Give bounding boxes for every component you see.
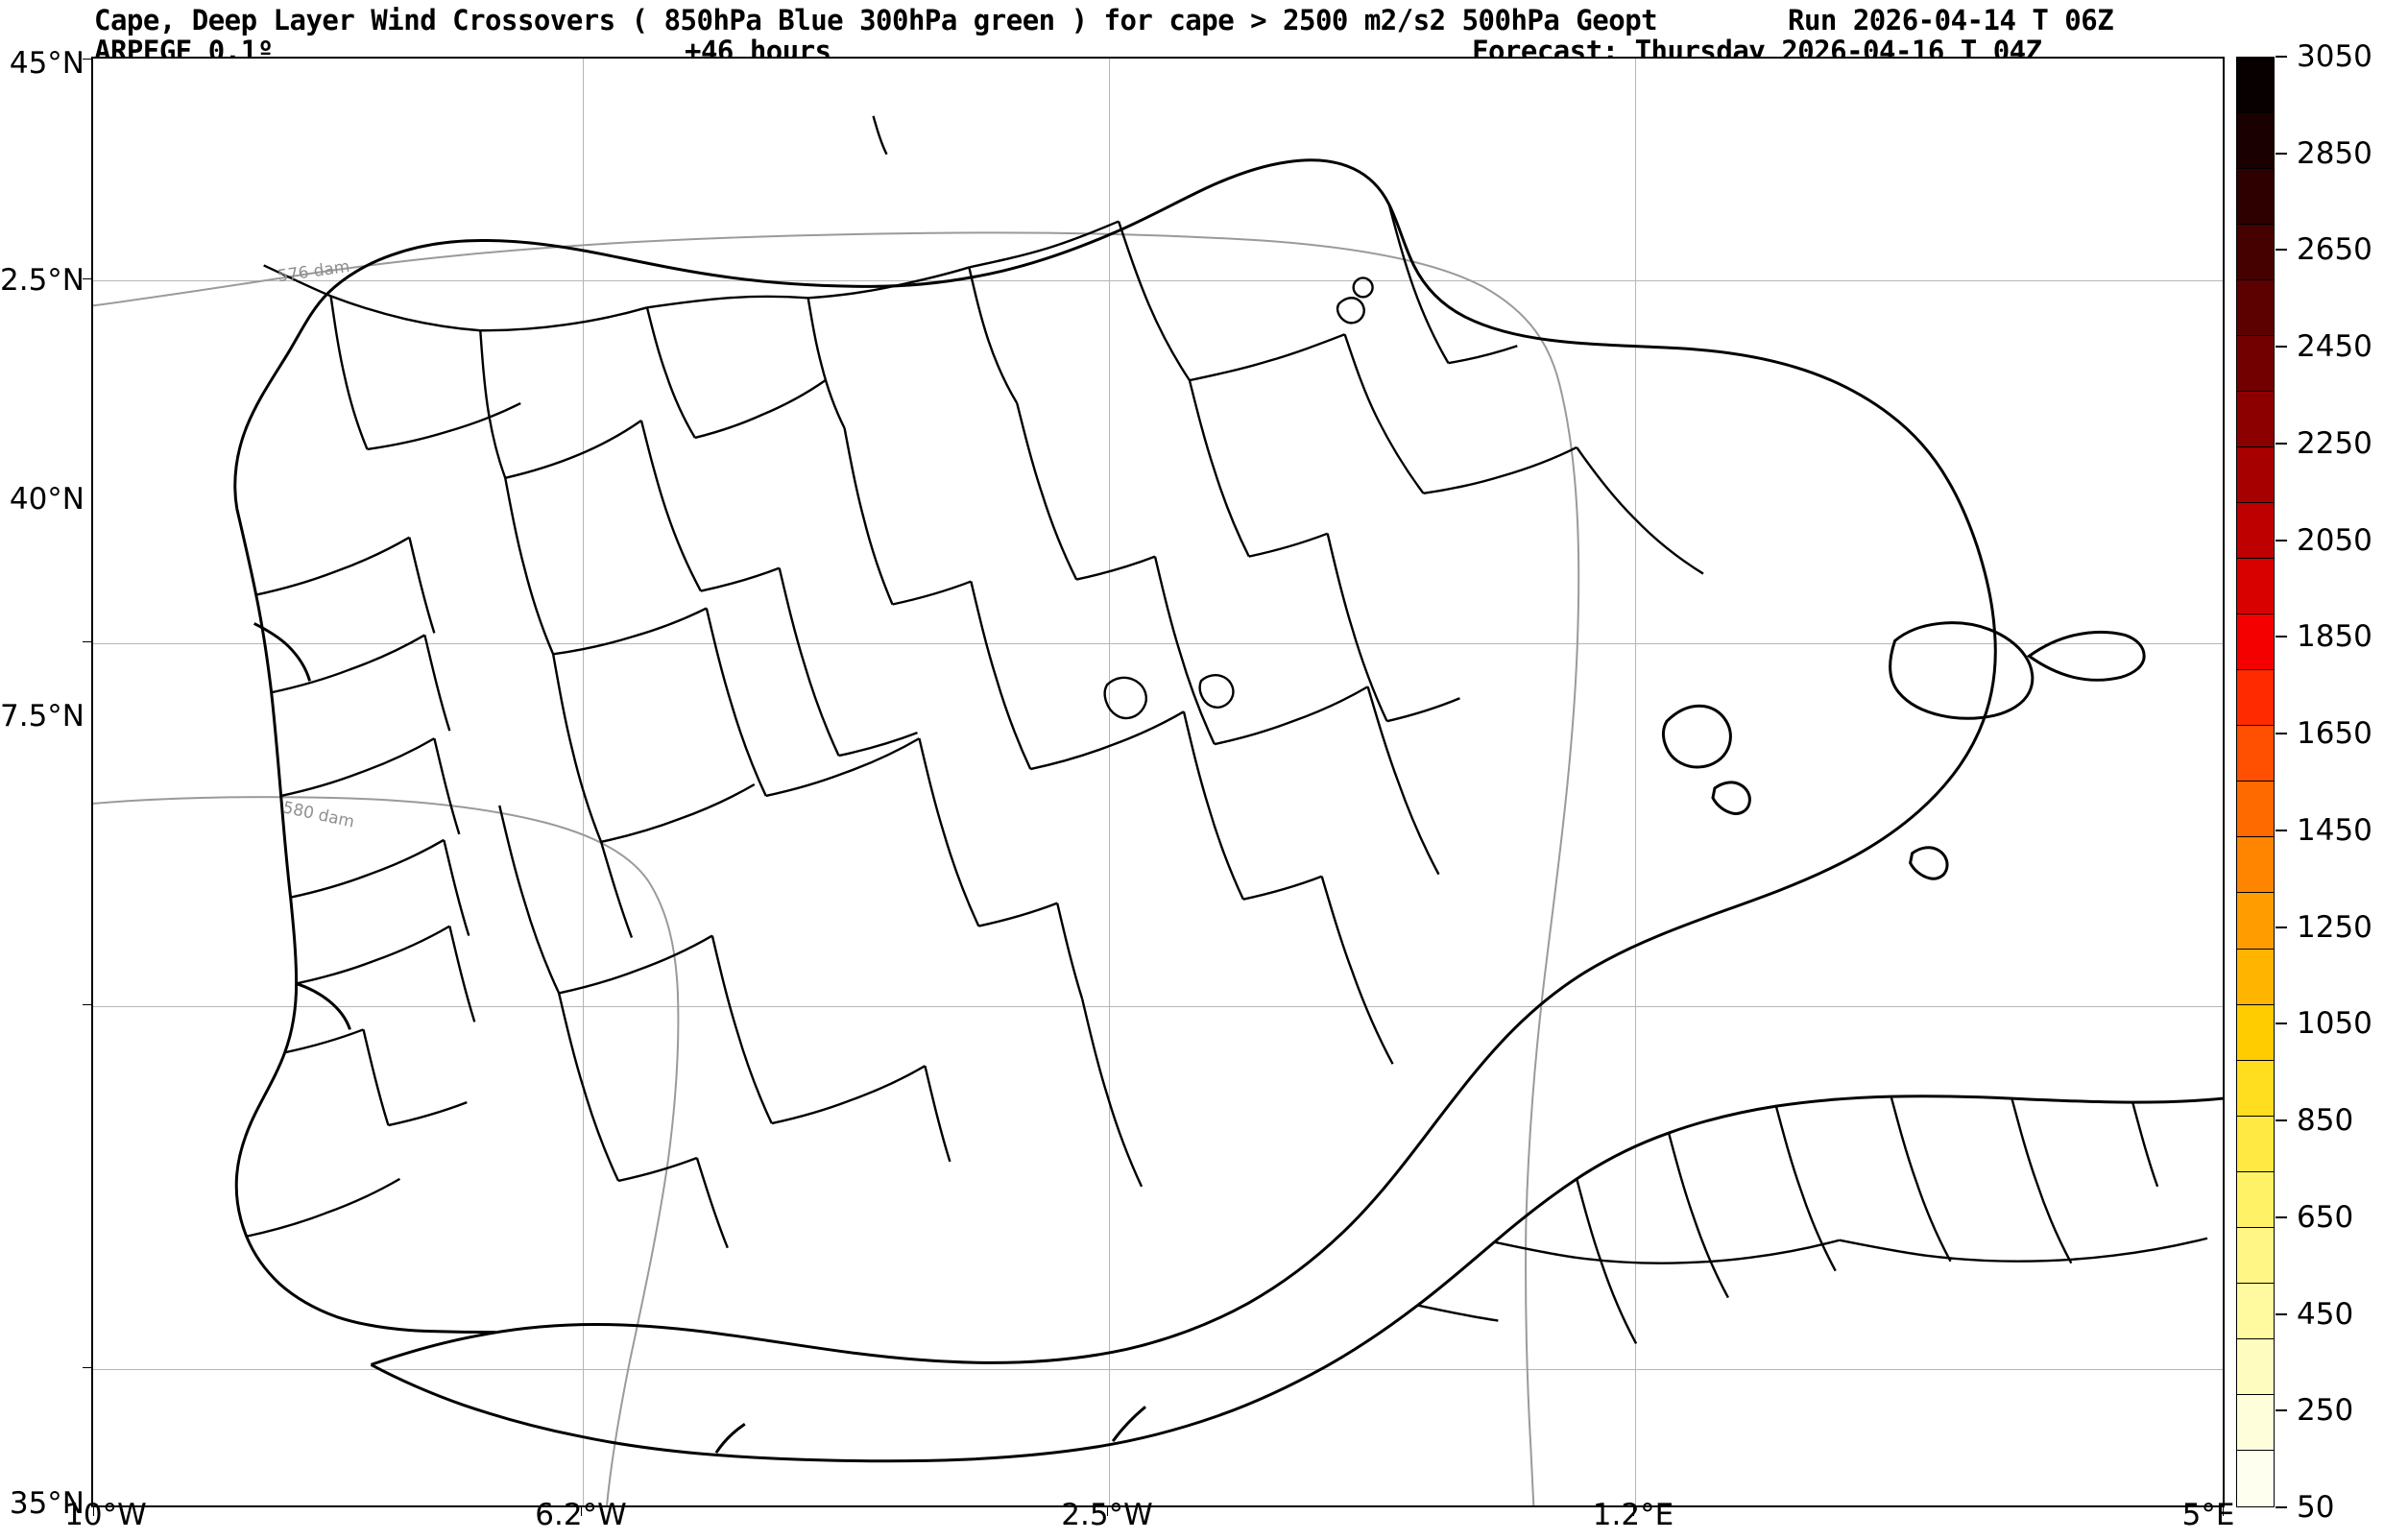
gridline-latitude	[93, 643, 2223, 644]
map-plot-area[interactable]: 576 dam 580 dam	[91, 57, 2225, 1507]
colorbar-tick-label: 250	[2297, 1393, 2354, 1429]
figure-title: Cape, Deep Layer Wind Crossovers ( 850hP…	[94, 4, 1658, 36]
xtick-label-3: 1.2°E	[1592, 1498, 1674, 1532]
colorbar-tick-label: 2650	[2297, 232, 2372, 268]
colorbar-cell	[2237, 1338, 2274, 1395]
colorbar-tick-label: 2250	[2297, 425, 2372, 461]
colorbar-tick-mark	[2276, 1312, 2287, 1315]
portugal-coastline	[234, 508, 496, 1334]
xtick-mark	[2223, 1507, 2224, 1516]
xtick-label-1: 6.2°W	[535, 1498, 627, 1532]
colorbar-tick-mark	[2276, 539, 2287, 541]
colorbar-tick-mark	[2276, 442, 2287, 445]
coastline	[233, 158, 1997, 1366]
ytick-label-0: 45°N	[9, 46, 84, 81]
xtick-mark	[93, 1507, 94, 1516]
colorbar-cell	[2237, 225, 2274, 281]
colorbar-tick-label: 2050	[2297, 522, 2372, 558]
colorbar-cell	[2237, 503, 2274, 560]
gridline-latitude	[93, 1369, 2223, 1370]
colorbar-tick-label: 450	[2297, 1296, 2354, 1332]
ytick-mark	[83, 641, 91, 642]
gridline-latitude	[93, 1006, 2223, 1007]
colorbar-cell	[2237, 559, 2274, 615]
colorbar-cell	[2237, 113, 2274, 170]
xtick-mark	[1633, 1507, 1634, 1516]
colorbar-tick-label: 1650	[2297, 716, 2372, 752]
north-africa-coastline	[370, 1095, 2223, 1463]
colorbar-cell	[2237, 1004, 2274, 1061]
colorbar-tick-mark	[2276, 636, 2287, 638]
xtick-mark	[1107, 1507, 1108, 1516]
colorbar-cell	[2237, 782, 2274, 838]
ytick-label-2: 40°N	[9, 482, 84, 517]
colorbar[interactable]	[2236, 57, 2275, 1507]
colorbar-cell	[2237, 949, 2274, 1005]
ytick-label-3: 37.5°N	[0, 699, 84, 734]
colorbar-tick-mark	[2276, 829, 2287, 831]
colorbar-cell	[2237, 893, 2274, 950]
colorbar-tick-label: 50	[2297, 1490, 2335, 1525]
xtick-label-4: 5°E	[2181, 1498, 2235, 1532]
colorbar-cell	[2237, 1227, 2274, 1284]
minor-islands	[872, 115, 1374, 720]
xtick-mark	[581, 1507, 582, 1516]
model-run-label: Run 2026-04-14 T 06Z	[1788, 4, 2114, 36]
colorbar-cell	[2237, 670, 2274, 727]
colorbar-tick-label: 1250	[2297, 909, 2372, 945]
colorbar-tick-mark	[2276, 249, 2287, 252]
colorbar-cell	[2237, 392, 2274, 448]
colorbar-tick-mark	[2276, 926, 2287, 928]
administrative-boundaries	[246, 204, 1704, 1249]
gridline-latitude	[93, 280, 2223, 281]
xtick-label-0: 10°W	[64, 1498, 147, 1532]
colorbar-tick-mark	[2276, 1409, 2287, 1412]
colorbar-cell	[2237, 1116, 2274, 1172]
colorbar-tick-mark	[2276, 152, 2287, 155]
colorbar-cell	[2237, 614, 2274, 671]
colorbar-tick-mark	[2276, 346, 2287, 349]
colorbar-cell	[2237, 1450, 2274, 1506]
colorbar-tick-label: 1850	[2297, 619, 2372, 655]
gridline-longitude	[1109, 59, 1110, 1505]
colorbar-cell	[2237, 1283, 2274, 1339]
colorbar-tick-mark	[2276, 1119, 2287, 1122]
colorbar-cell	[2237, 336, 2274, 393]
colorbar-cell	[2237, 1171, 2274, 1228]
ytick-mark	[83, 278, 91, 279]
colorbar-cell	[2237, 447, 2274, 504]
colorbar-cell	[2237, 58, 2274, 114]
colorbar-tick-label: 1450	[2297, 812, 2372, 848]
balearic-islands	[1661, 621, 2146, 880]
colorbar-tick-mark	[2276, 733, 2287, 735]
ytick-mark	[83, 1004, 91, 1005]
colorbar-cell	[2237, 1060, 2274, 1117]
colorbar-tick-mark	[2276, 1023, 2287, 1025]
colorbar-tick-label: 1050	[2297, 1006, 2372, 1042]
colorbar-tick-label: 850	[2297, 1103, 2354, 1139]
colorbar-cell	[2237, 726, 2274, 782]
geopotential-contours	[93, 231, 1580, 1505]
colorbar-tick-mark	[2276, 1215, 2287, 1218]
gridline-longitude	[583, 59, 584, 1505]
north-africa-boundaries	[1417, 1095, 2208, 1345]
xtick-label-2: 2.5°W	[1061, 1498, 1153, 1532]
gridline-longitude	[1635, 59, 1636, 1505]
colorbar-tick-label: 3050	[2297, 39, 2372, 74]
colorbar-cell	[2237, 280, 2274, 337]
colorbar-tick-label: 650	[2297, 1199, 2354, 1235]
colorbar-cell	[2237, 169, 2274, 226]
colorbar-cell	[2237, 1394, 2274, 1451]
ytick-mark	[83, 59, 91, 60]
ytick-label-1: 42.5°N	[0, 263, 84, 298]
colorbar-tick-label: 2850	[2297, 135, 2372, 171]
ytick-mark	[83, 1367, 91, 1368]
ytick-label-4: 35°N	[9, 1486, 84, 1521]
colorbar-tick-mark	[2276, 1506, 2287, 1508]
map-geometry	[93, 115, 2223, 1505]
colorbar-cell	[2237, 837, 2274, 894]
colorbar-tick-label: 2450	[2297, 329, 2372, 365]
colorbar-tick-mark	[2276, 56, 2287, 58]
